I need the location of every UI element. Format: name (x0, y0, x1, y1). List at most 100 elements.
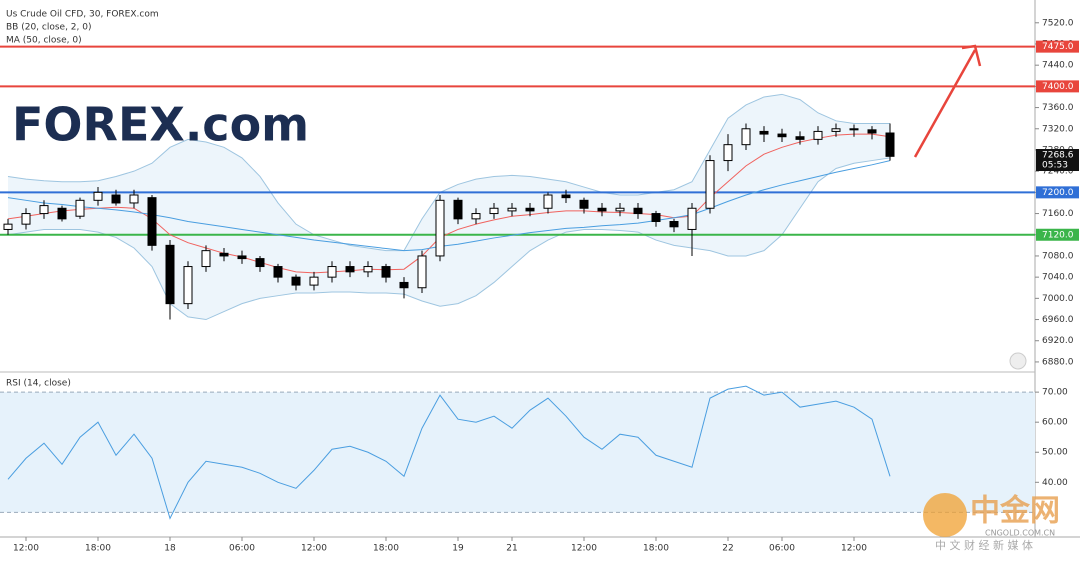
level-badge (1036, 186, 1079, 199)
y-tick-label: 6920.0 (1042, 336, 1074, 346)
candle-body (813, 130, 823, 140)
rsi-tick-label: 40.00 (1042, 478, 1068, 488)
candle-body (165, 244, 175, 305)
x-tick-label: 06:00 (229, 544, 255, 554)
y-tick-label: 7440.0 (1042, 61, 1074, 71)
candle-body (831, 128, 841, 132)
arrow-annotation (913, 44, 982, 158)
candle-body (525, 207, 535, 212)
candle-body (669, 221, 679, 228)
rsi-tick-label: 60.00 (1042, 418, 1068, 428)
bb-fill (8, 94, 890, 320)
candle-body (363, 266, 373, 273)
candle-body (111, 194, 121, 204)
candle-body (867, 129, 877, 134)
y-tick-label: 7080.0 (1042, 251, 1074, 261)
candle-body (381, 266, 391, 278)
x-tick-label: 18 (164, 544, 176, 554)
candle-body (3, 223, 13, 230)
candle-body (849, 128, 859, 131)
candle-body (543, 194, 553, 209)
candle-body (291, 276, 301, 286)
candle-body (705, 160, 715, 209)
candle-body (687, 207, 697, 230)
candle-body (741, 128, 751, 146)
candle-body (399, 281, 409, 289)
y-tick-label: 7520.0 (1042, 18, 1074, 28)
x-tick-label: 18:00 (373, 544, 399, 554)
y-tick-label: 7360.0 (1042, 103, 1074, 113)
candle-body (489, 207, 499, 215)
candle-body (759, 130, 769, 135)
rsi-band (0, 392, 1035, 513)
watermark-site: CNGOLD.COM.CN (985, 529, 1055, 538)
candle-body (129, 194, 139, 204)
candle-body (777, 133, 787, 138)
candle-body (417, 255, 427, 289)
y-tick-label: 7240.0 (1042, 167, 1074, 177)
candle-body (273, 266, 283, 278)
candle-body (345, 266, 355, 273)
candle-body (327, 266, 337, 278)
plot: 6880.0 6920.0 6960.0 7000.0 7040.0 7080.0 7120… (0, 18, 1079, 554)
candle-body (507, 207, 517, 212)
y-tick-label: 7320.0 (1042, 124, 1074, 134)
bb-label: BB (20, close, 2, 0) (6, 23, 91, 33)
x-tick-label: 12:00 (301, 544, 327, 554)
level-label: 7200.0 (1042, 188, 1074, 198)
candle-body (201, 250, 211, 268)
candle-body (615, 207, 625, 212)
candle-body (651, 213, 661, 223)
y-tick-label: 7040.0 (1042, 273, 1074, 283)
watermark-slogan: 中 文 财 经 新 媒 体 (935, 538, 1033, 552)
level-label: 7400.0 (1042, 82, 1074, 92)
x-tick-label: 19 (452, 544, 464, 554)
candle-body (795, 136, 805, 140)
level-badge (1036, 40, 1079, 53)
level-badge (1036, 228, 1079, 241)
candle-body (435, 199, 445, 257)
rsi-label: RSI (14, close) (6, 379, 71, 389)
last-price-label: 7268.6 (1042, 151, 1074, 161)
watermark-logo (923, 493, 967, 537)
level-label: 7475.0 (1042, 42, 1074, 52)
rsi-tick-label: 50.00 (1042, 448, 1068, 458)
y-tick-label: 7160.0 (1042, 209, 1074, 219)
candle-body (75, 199, 85, 217)
ma-label: MA (50, close, 0) (6, 36, 82, 46)
x-tick-label: 18:00 (85, 544, 111, 554)
bb-upper (7, 93, 890, 252)
bb-lower (7, 157, 891, 321)
level-label: 7120.0 (1042, 230, 1074, 240)
level-badge (1036, 80, 1079, 93)
watermark-name: 中金网 (970, 494, 1060, 529)
rsi-line (7, 385, 891, 520)
indicator-icon (1009, 352, 1027, 370)
candle-body (183, 266, 193, 305)
x-tick-label: 22 (722, 544, 733, 554)
candle-body (57, 207, 67, 220)
candle-body (453, 199, 463, 220)
candle-body (147, 197, 157, 246)
y-tick-label: 6960.0 (1042, 315, 1074, 325)
y-tick-label: 6880.0 (1042, 357, 1074, 367)
x-tick-label: 12:00 (571, 544, 597, 554)
rsi-tick-label: 70.00 (1042, 388, 1068, 398)
candle-body (471, 213, 481, 220)
logo: FOREX.com (12, 98, 309, 152)
candle-body (579, 199, 589, 209)
x-tick-label: 12:00 (841, 544, 867, 554)
candle-body (255, 258, 265, 268)
candle-body (309, 276, 319, 286)
candle-body (885, 132, 895, 157)
x-tick-label: 21 (506, 544, 517, 554)
x-tick-label: 06:00 (769, 544, 795, 554)
candle-body (597, 207, 607, 212)
candle-body (219, 252, 229, 257)
candle-body (93, 191, 103, 201)
countdown-label: 05:53 (1042, 161, 1068, 171)
candle-body (561, 194, 571, 199)
candle-body (237, 255, 247, 260)
y-tick-label: 7000.0 (1042, 294, 1074, 304)
